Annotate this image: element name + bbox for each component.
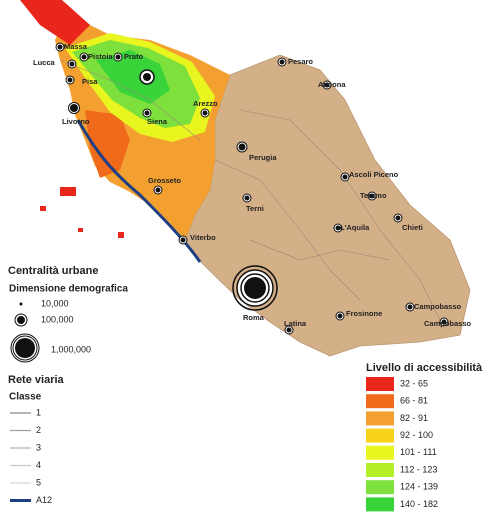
road-label: 1 — [36, 407, 41, 417]
islands — [40, 187, 124, 238]
city-label: Terni — [246, 204, 264, 213]
city-label: Arezzo — [193, 99, 218, 108]
access-swatch — [366, 480, 394, 495]
city-dot — [244, 277, 266, 299]
size-dot — [19, 302, 23, 306]
size-dot — [17, 316, 25, 324]
city-dot — [69, 61, 75, 67]
city-dot — [143, 73, 151, 81]
city-dot — [144, 110, 150, 116]
legends: Centralità urbane Dimensione demografica… — [8, 265, 483, 512]
city-dot — [342, 174, 348, 180]
access-label: 92 - 100 — [400, 430, 433, 440]
boundaries — [59, 59, 441, 321]
island — [60, 187, 76, 196]
lowest-access-area — [20, 0, 90, 45]
access-label: 140 - 182 — [400, 499, 438, 509]
city-label: Chieti — [402, 223, 423, 232]
city-ring — [240, 273, 270, 303]
access-swatch — [366, 377, 394, 391]
road-label: A12 — [36, 495, 52, 505]
city-label: Frosinone — [346, 309, 382, 318]
city-dot — [324, 82, 330, 88]
island — [78, 228, 83, 232]
access-legend-title: Livello di accessibilità — [366, 362, 483, 374]
road-legend-title: Rete viaria — [8, 374, 65, 386]
size-label: 1,000,000 — [51, 344, 91, 354]
access-swatch — [366, 394, 394, 409]
size-label: 10,000 — [41, 298, 69, 308]
access-swatch — [366, 411, 394, 426]
road-legend-subtitle: Classe — [9, 392, 42, 403]
city-dot — [57, 44, 63, 50]
access-swatch — [366, 428, 394, 443]
cities: Massa Lucca Pistoia Prato Pisa Livorno Siena Ar… — [33, 42, 472, 335]
access-swatch — [366, 445, 394, 460]
city-label: L'Aquila — [340, 223, 370, 232]
access-label: 112 - 123 — [400, 464, 437, 474]
city-dot — [115, 54, 121, 60]
city-dot — [70, 104, 78, 112]
city-label: Pisa — [82, 77, 98, 86]
city-dot — [441, 319, 447, 325]
city-dot — [244, 195, 250, 201]
city-label: Campobasso — [414, 302, 462, 311]
city-label: Teramo — [360, 191, 387, 200]
city-dot — [180, 237, 186, 243]
highest-access-area — [96, 50, 170, 104]
city-label: Ancona — [318, 80, 346, 89]
city-label: Viterbo — [190, 233, 216, 242]
access-swatch — [366, 463, 394, 477]
access-label: 124 - 139 — [400, 482, 438, 492]
access-label: 101 - 111 — [400, 447, 437, 457]
city-dot — [407, 304, 413, 310]
road-label: 3 — [36, 442, 41, 452]
city-dot — [202, 110, 208, 116]
city-dot — [369, 193, 375, 199]
road-label: 5 — [36, 477, 41, 487]
city-label: Prato — [124, 52, 144, 61]
island — [118, 232, 124, 238]
city-dot — [238, 143, 246, 151]
city-label: Siena — [147, 117, 168, 126]
city-dot — [337, 313, 343, 319]
island — [40, 206, 46, 211]
access-label: 32 - 65 — [400, 378, 428, 388]
city-label: Grosseto — [148, 176, 181, 185]
city-label: Pesaro — [288, 57, 313, 66]
city-label: Roma — [243, 313, 265, 322]
city-label: Pistoia — [88, 52, 113, 61]
size-dot — [15, 338, 35, 358]
city-label: Ascoli Piceno — [349, 170, 399, 179]
access-label: 82 - 91 — [400, 413, 428, 423]
city-label: Campobasso — [424, 319, 472, 328]
city-label: Latina — [284, 319, 307, 328]
low-access-area — [85, 110, 130, 178]
urban-legend-subtitle: Dimensione demografica — [9, 284, 128, 295]
city-ring — [232, 265, 278, 311]
road-label: 2 — [36, 425, 41, 435]
size-label: 100,000 — [41, 314, 74, 324]
city-dot — [395, 215, 401, 221]
city-label: Livorno — [62, 117, 90, 126]
city-dot — [155, 187, 161, 193]
city-dot — [335, 225, 341, 231]
city-dot — [286, 327, 292, 333]
access-label: 66 - 81 — [400, 396, 428, 406]
city-label: Perugia — [249, 153, 277, 162]
city-dot — [279, 59, 285, 65]
city-dot — [67, 77, 73, 83]
city-label: Massa — [64, 42, 88, 51]
road-label: 4 — [36, 460, 41, 470]
city-dot — [81, 54, 87, 60]
city-label: Lucca — [33, 58, 56, 67]
urban-legend-title: Centralità urbane — [8, 265, 98, 277]
access-swatch — [366, 497, 394, 512]
